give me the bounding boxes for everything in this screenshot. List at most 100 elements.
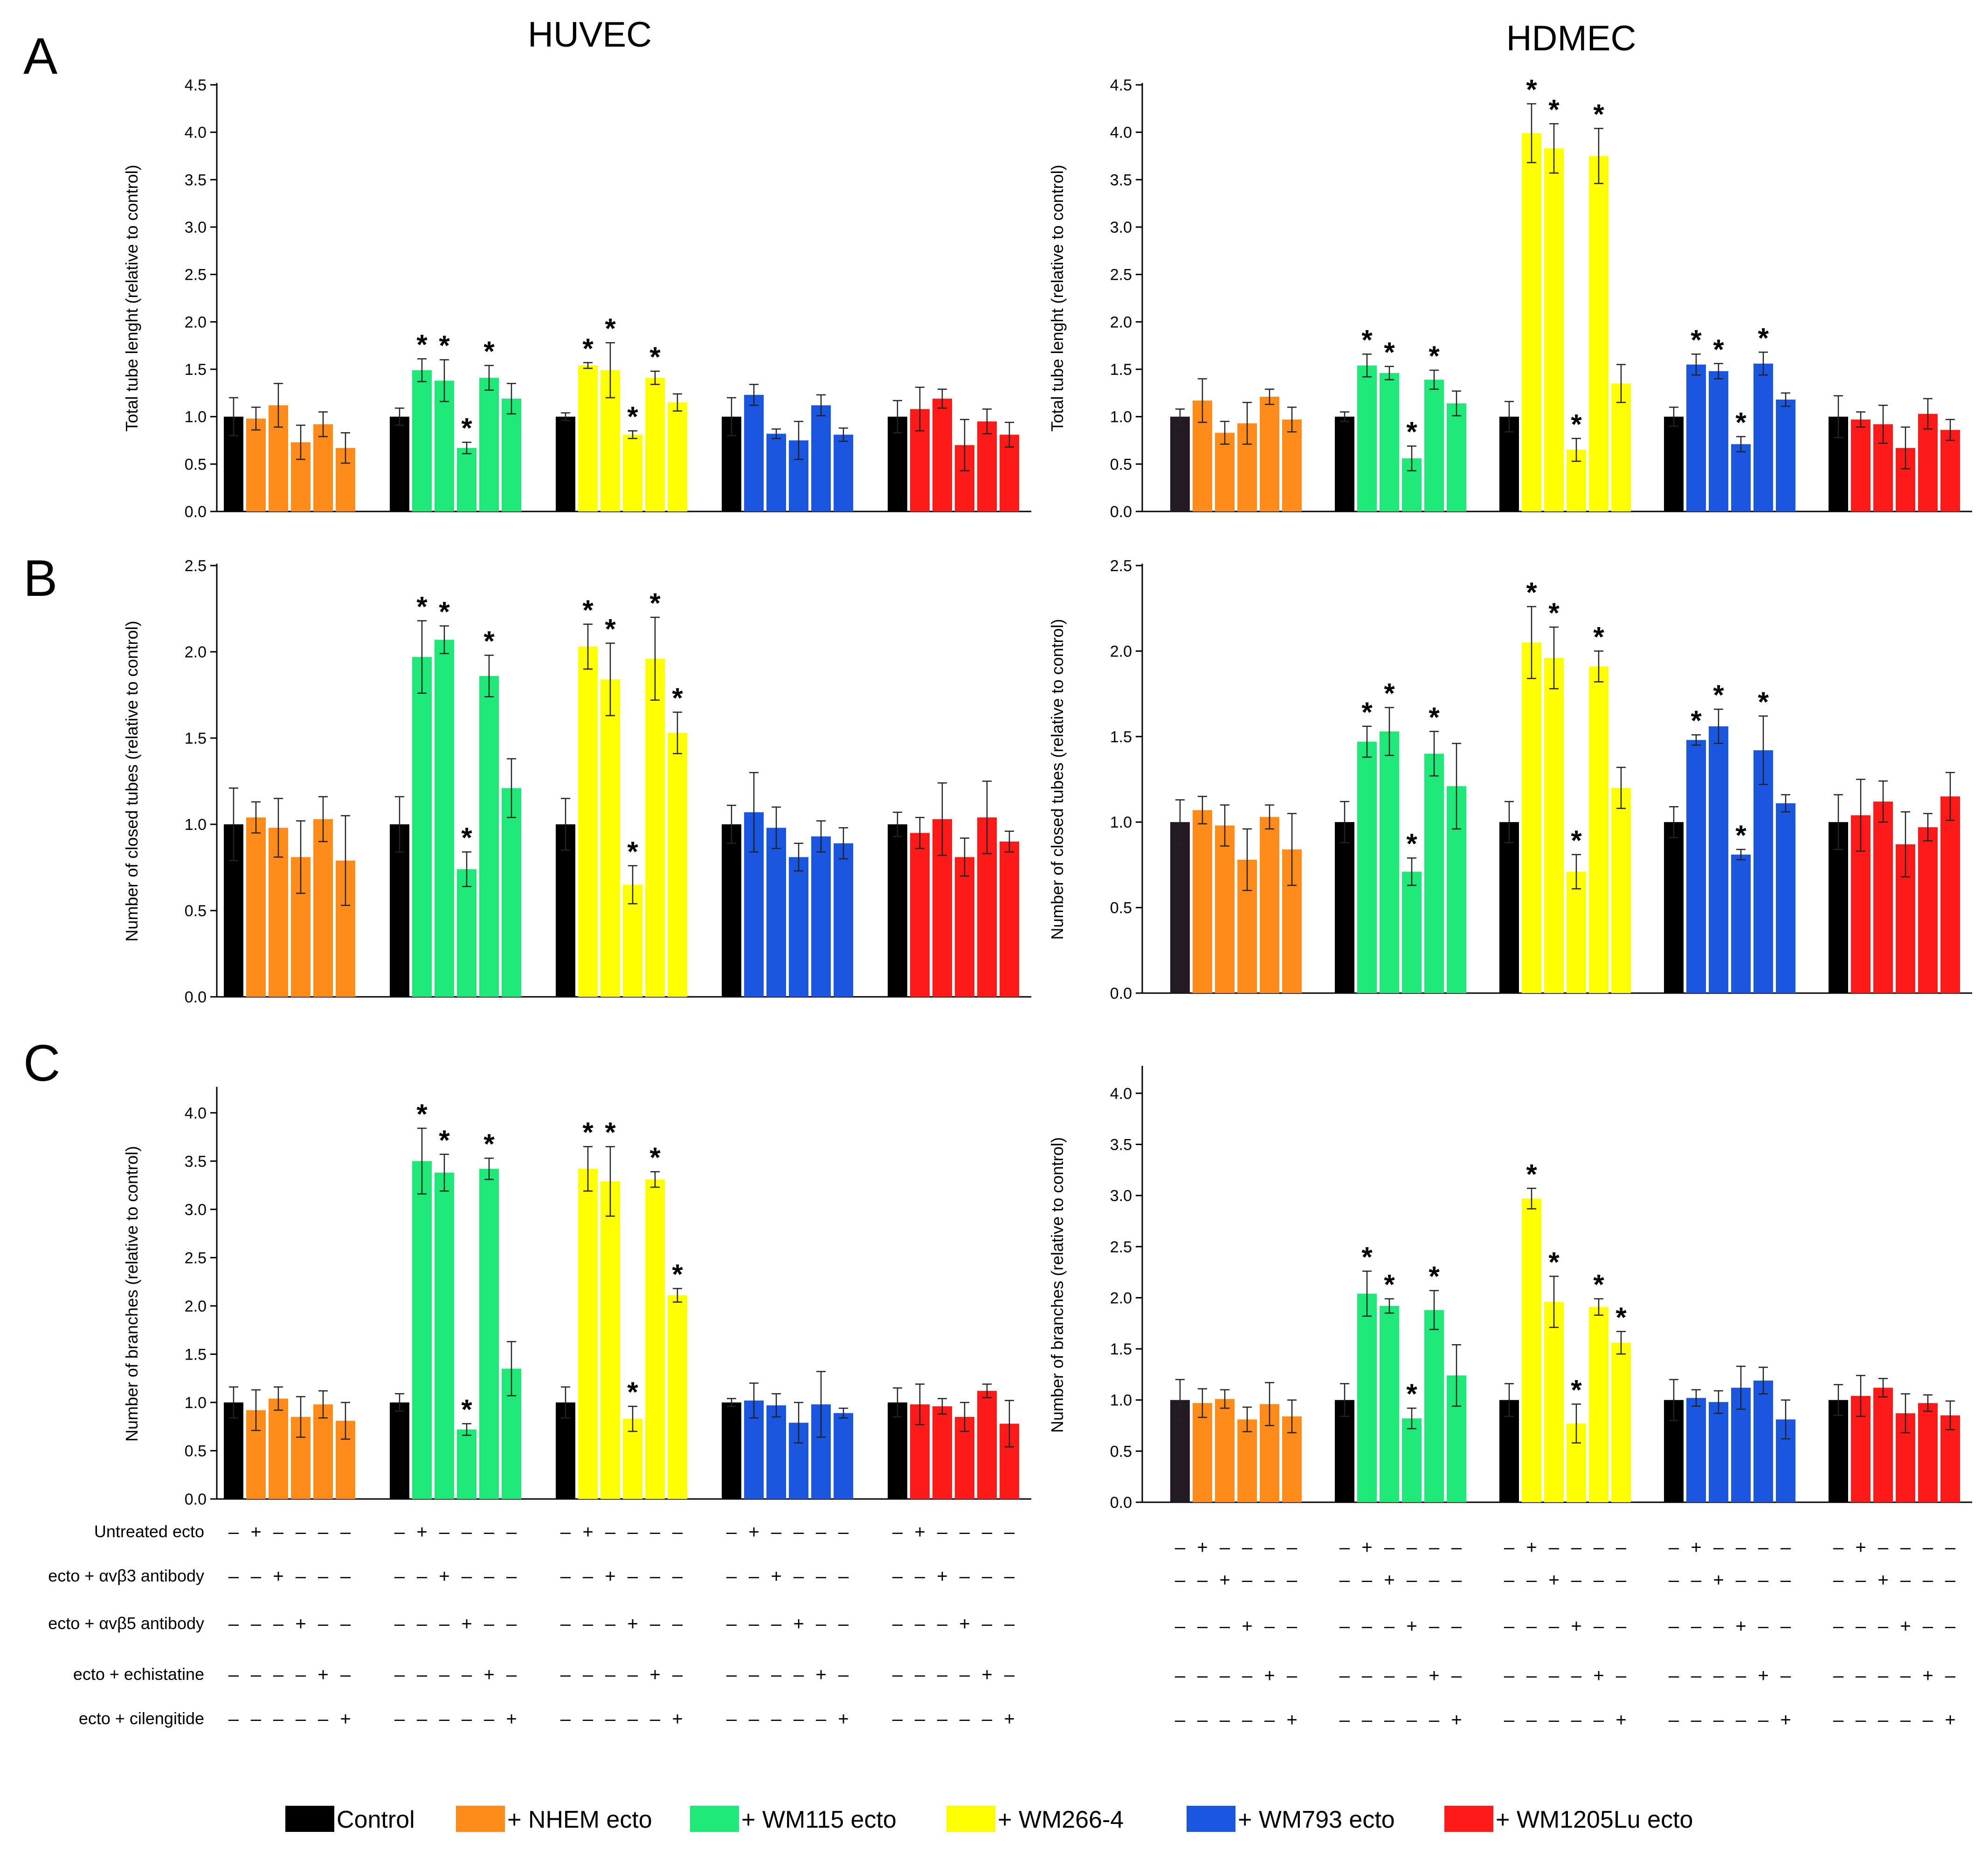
bar bbox=[1544, 1302, 1564, 1502]
bar bbox=[668, 732, 687, 997]
bar bbox=[1731, 444, 1751, 511]
error-bar bbox=[1714, 708, 1723, 744]
minus-sign: – bbox=[560, 1566, 571, 1587]
minus-sign: – bbox=[1691, 1710, 1702, 1730]
bar bbox=[502, 399, 521, 511]
minus-sign: – bbox=[1669, 1537, 1679, 1558]
error-bar bbox=[1616, 1331, 1626, 1355]
significance-star: * bbox=[483, 336, 495, 367]
minus-sign: – bbox=[838, 1665, 849, 1685]
error-bar bbox=[1946, 772, 1955, 821]
minus-sign: – bbox=[1287, 1570, 1298, 1590]
bar bbox=[932, 1406, 952, 1499]
minus-sign: – bbox=[273, 1614, 284, 1634]
plus-sign: + bbox=[1900, 1616, 1911, 1637]
bar bbox=[412, 657, 432, 997]
y-tick-label: 3.5 bbox=[1110, 171, 1132, 189]
plus-sign: + bbox=[838, 1709, 849, 1729]
minus-sign: – bbox=[1287, 1616, 1298, 1637]
plus-sign: + bbox=[1242, 1616, 1252, 1637]
significance-star: * bbox=[439, 1125, 450, 1156]
minus-sign: – bbox=[560, 1709, 571, 1729]
plus-sign: + bbox=[1945, 1710, 1955, 1730]
y-tick-label: 0.0 bbox=[185, 1491, 207, 1508]
error-bar bbox=[650, 616, 660, 701]
bar bbox=[1589, 1307, 1608, 1502]
error-bar bbox=[1175, 408, 1185, 425]
error-bar bbox=[229, 397, 238, 436]
column-title-huvec: HUVEC bbox=[528, 15, 652, 55]
minus-sign: – bbox=[1691, 1616, 1702, 1637]
error-bar bbox=[229, 1386, 238, 1419]
minus-sign: – bbox=[1945, 1570, 1956, 1590]
error-bar bbox=[1265, 804, 1274, 830]
minus-sign: – bbox=[1758, 1710, 1769, 1730]
significance-star: * bbox=[605, 614, 616, 645]
error-bar bbox=[1242, 1406, 1252, 1432]
significance-star: * bbox=[416, 1098, 428, 1130]
bar bbox=[977, 421, 997, 511]
error-bar bbox=[1527, 606, 1536, 679]
minus-sign: – bbox=[605, 1665, 616, 1685]
significance-star: * bbox=[627, 401, 638, 432]
bar bbox=[1380, 373, 1399, 511]
legend-label: Control bbox=[337, 1806, 415, 1833]
error-bar bbox=[1220, 1389, 1229, 1409]
error-bar bbox=[816, 1371, 826, 1438]
bar bbox=[1215, 1399, 1235, 1502]
error-bar bbox=[296, 820, 305, 894]
bar bbox=[479, 1168, 499, 1499]
minus-sign: – bbox=[1407, 1570, 1417, 1590]
plus-sign: + bbox=[1691, 1537, 1701, 1558]
plus-sign: + bbox=[1264, 1665, 1275, 1686]
plus-sign: + bbox=[273, 1566, 283, 1587]
minus-sign: – bbox=[1833, 1616, 1844, 1637]
minus-sign: – bbox=[937, 1614, 948, 1634]
bar bbox=[888, 1402, 907, 1499]
minus-sign: – bbox=[296, 1665, 306, 1685]
error-bar bbox=[561, 412, 570, 421]
minus-sign: – bbox=[1384, 1537, 1395, 1558]
significance-star: * bbox=[1384, 1269, 1395, 1300]
error-bar bbox=[1220, 804, 1229, 847]
significance-star: * bbox=[672, 1259, 683, 1290]
minus-sign: – bbox=[650, 1522, 661, 1542]
condition-row-label: ecto + αvβ3 antibody bbox=[48, 1566, 204, 1585]
minus-sign: – bbox=[506, 1614, 517, 1634]
legend-swatch bbox=[690, 1806, 739, 1832]
minus-sign: – bbox=[1713, 1616, 1724, 1637]
minus-sign: – bbox=[1339, 1537, 1350, 1558]
error-bar bbox=[484, 655, 494, 698]
error-bar bbox=[1505, 801, 1514, 843]
bar bbox=[834, 843, 853, 997]
plus-sign: + bbox=[1526, 1537, 1537, 1558]
minus-sign: – bbox=[1407, 1537, 1417, 1558]
condition-row-label: ecto + cilengitide bbox=[79, 1709, 204, 1728]
error-bar bbox=[1505, 1383, 1514, 1417]
bar bbox=[1402, 871, 1422, 993]
minus-sign: – bbox=[560, 1614, 571, 1634]
minus-sign: – bbox=[1451, 1570, 1462, 1590]
bar bbox=[1260, 817, 1279, 993]
error-bar bbox=[1759, 715, 1768, 785]
error-bar bbox=[1901, 426, 1910, 470]
significance-star: * bbox=[1361, 1241, 1373, 1272]
minus-sign: – bbox=[1197, 1665, 1208, 1686]
bar bbox=[1447, 403, 1466, 511]
error-bar bbox=[1901, 1393, 1910, 1434]
minus-sign: – bbox=[650, 1709, 661, 1729]
error-bar bbox=[1407, 445, 1416, 471]
y-tick-label: 4.5 bbox=[1110, 76, 1132, 94]
bar bbox=[390, 416, 409, 511]
error-bar bbox=[938, 782, 947, 856]
bar bbox=[1611, 383, 1631, 511]
bar bbox=[1940, 796, 1960, 993]
minus-sign: – bbox=[1339, 1710, 1350, 1730]
bar bbox=[457, 869, 476, 997]
y-tick-label: 0.5 bbox=[1110, 899, 1132, 917]
plus-sign: + bbox=[914, 1522, 925, 1542]
minus-sign: – bbox=[1451, 1537, 1462, 1558]
minus-sign: – bbox=[1242, 1665, 1253, 1686]
error-bar bbox=[583, 1146, 593, 1192]
error-bar bbox=[1527, 1188, 1536, 1209]
